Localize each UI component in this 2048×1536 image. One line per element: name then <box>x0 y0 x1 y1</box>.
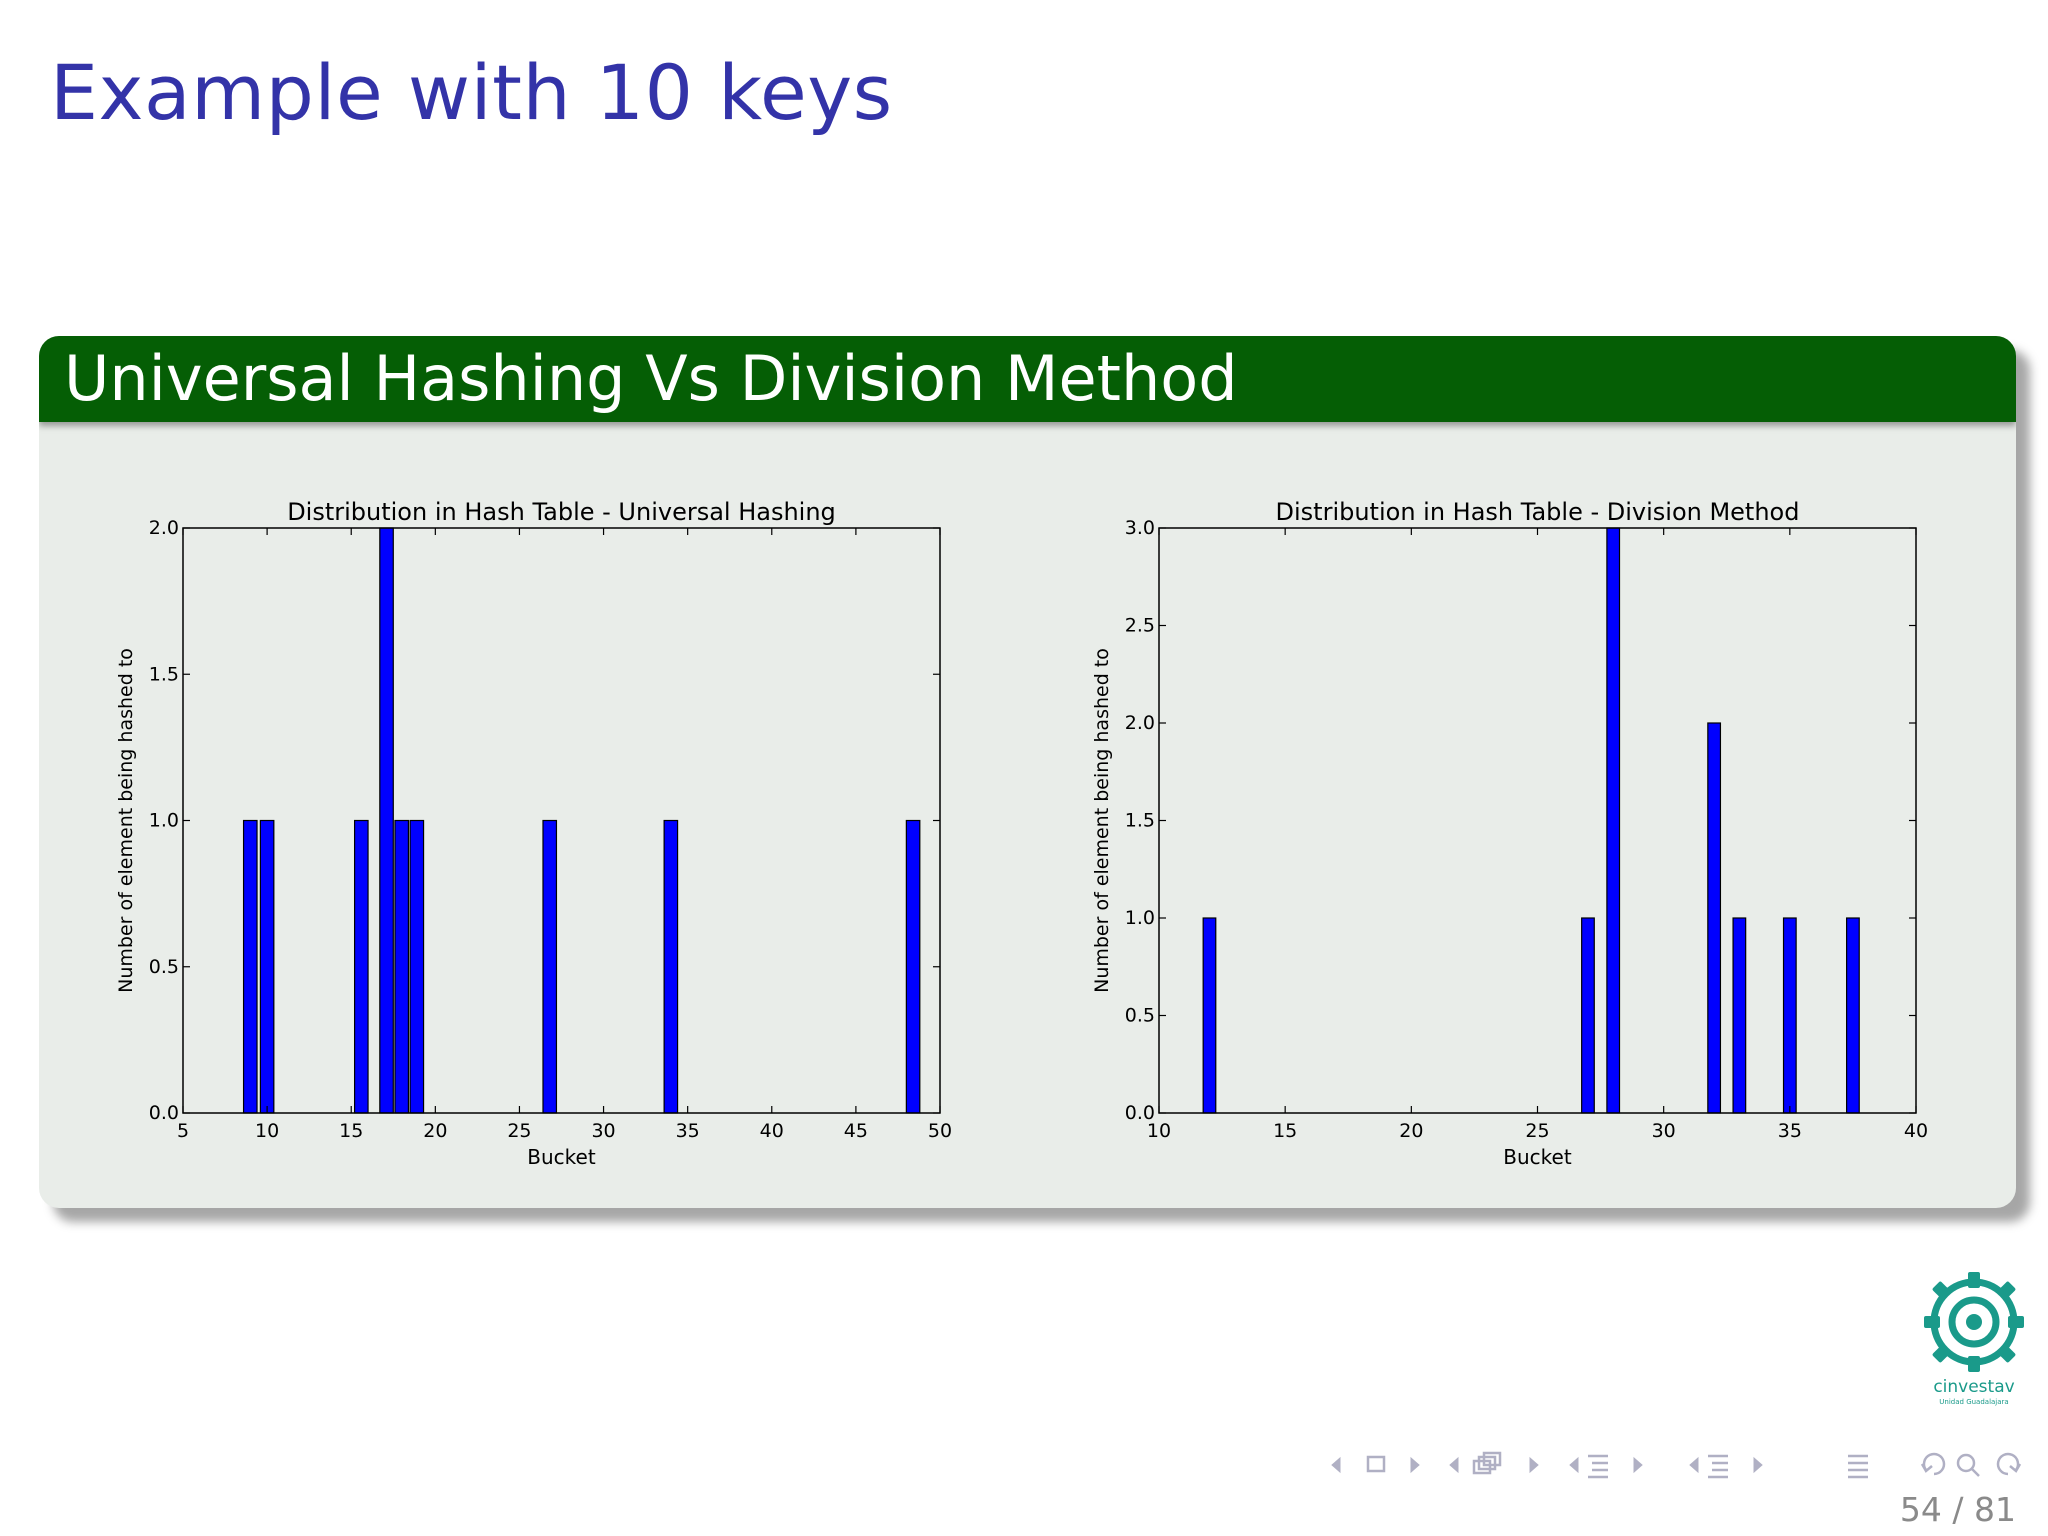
chart-division-bar <box>1846 917 1860 1114</box>
page-current: 54 <box>1899 1490 1942 1529</box>
chart-universal-xlabel: Bucket <box>527 1145 596 1169</box>
chart-universal-bar <box>663 819 679 1114</box>
nav-subsection-next-icon[interactable] <box>1529 1456 1539 1474</box>
chart-universal-bar <box>379 527 394 1114</box>
chart-universal-bar <box>242 819 258 1114</box>
chart-universal-bar <box>542 819 558 1114</box>
chart-division-ytick-label: 0.0 <box>1125 1102 1155 1124</box>
nav-subsection-prev-icon[interactable] <box>1449 1456 1459 1474</box>
chart-division-frame <box>1158 527 1917 1114</box>
chart-universal-xtick-label: 5 <box>177 1120 189 1142</box>
nav-document-prev-icon[interactable] <box>1689 1456 1699 1474</box>
charts-area: 5 10 15 20 25 30 35 40 45 50 0.0 0.5 1.0 1.5 2.0 Distri… <box>39 336 2016 1208</box>
chart-division-bar <box>1782 917 1797 1114</box>
nav-subsection-icon[interactable] <box>1472 1451 1502 1475</box>
beamer-navigation <box>1326 1448 2036 1482</box>
chart-universal-xtick-label: 20 <box>423 1120 447 1142</box>
page-separator: / <box>1952 1490 1964 1529</box>
cinvestav-logo: cinvestav Unidad Guadalajara <box>1912 1268 2036 1408</box>
chart-division-ytick-label: 2.0 <box>1125 712 1155 734</box>
chart-universal-xtick-label: 40 <box>760 1120 784 1142</box>
block-title: Universal Hashing Vs Division Method <box>64 342 1238 415</box>
logo-text: cinvestav <box>1933 1377 2014 1397</box>
nav-section-icon[interactable] <box>1588 1454 1608 1479</box>
nav-forward-icon[interactable] <box>1996 1452 2022 1476</box>
nav-section-next-icon[interactable] <box>1633 1456 1643 1474</box>
page-number: 54 / 81 <box>1900 1490 2016 1529</box>
chart-universal-xtick-label: 30 <box>591 1120 615 1142</box>
chart-universal-xtick-label: 50 <box>928 1120 952 1142</box>
chart-universal-title: Distribution in Hash Table - Universal H… <box>287 498 836 526</box>
chart-universal-xtick-label: 15 <box>339 1120 363 1142</box>
chart-division-bar <box>1202 917 1217 1114</box>
nav-document-next-icon[interactable] <box>1753 1456 1763 1474</box>
nav-document-icon[interactable] <box>1708 1454 1728 1479</box>
chart-universal-xtick-label: 10 <box>255 1120 279 1142</box>
chart-universal-frame <box>182 527 941 1114</box>
chart-division-bar <box>1707 722 1722 1114</box>
chart-division-xtick-label: 40 <box>1904 1120 1928 1142</box>
slide-title: Example with 10 keys <box>50 48 893 137</box>
chart-universal-bar <box>905 819 921 1114</box>
chart-division-bar <box>1581 917 1595 1114</box>
chart-universal-ytick-label: 1.0 <box>149 810 179 832</box>
nav-back-icon[interactable] <box>1920 1452 1946 1476</box>
chart-division-title: Distribution in Hash Table - Division Me… <box>1276 498 1800 526</box>
chart-universal-bar <box>259 819 275 1114</box>
chart-division-xtick-label: 30 <box>1652 1120 1676 1142</box>
chart-universal-ylabel: Number of element being hashed to <box>115 648 137 993</box>
chart-division-xtick-label: 20 <box>1399 1120 1423 1142</box>
chart-division-ytick-label: 2.5 <box>1125 615 1155 637</box>
nav-frame-icon[interactable] <box>1366 1455 1386 1473</box>
chart-universal-ytick-label: 0.5 <box>149 956 179 978</box>
chart-division-ytick-label: 0.5 <box>1125 1005 1155 1027</box>
chart-universal-xtick-label: 25 <box>507 1120 531 1142</box>
chart-universal-bar <box>409 819 425 1114</box>
chart-universal-ytick-label: 2.0 <box>149 517 179 539</box>
chart-division-bar <box>1732 917 1747 1114</box>
nav-section-prev-icon[interactable] <box>1569 1456 1579 1474</box>
chart-division-bar <box>1606 527 1621 1114</box>
chart-division-xtick-label: 35 <box>1778 1120 1802 1142</box>
charts-svg: 5 10 15 20 25 30 35 40 45 50 0.0 0.5 1.0 1.5 2.0 Distri… <box>115 498 1928 1169</box>
chart-division-xtick-label: 25 <box>1525 1120 1549 1142</box>
chart-universal-ytick-label: 0.0 <box>149 1102 179 1124</box>
logo-subtext: Unidad Guadalajara <box>1939 1398 2008 1406</box>
chart-universal-xtick-label: 45 <box>844 1120 868 1142</box>
chart-universal-xtick-label: 35 <box>676 1120 700 1142</box>
chart-division-ytick-label: 1.5 <box>1125 810 1155 832</box>
chart-division-ytick-label: 1.0 <box>1125 907 1155 929</box>
nav-frame-prev-icon[interactable] <box>1331 1456 1341 1474</box>
chart-division-xtick-label: 10 <box>1147 1120 1171 1142</box>
chart-division-ytick-label: 3.0 <box>1125 517 1155 539</box>
chart-universal-bar <box>394 819 410 1114</box>
chart-division-xlabel: Bucket <box>1503 1145 1572 1169</box>
cinvestav-seal-icon: cinvestav Unidad Guadalajara <box>1924 1272 2024 1406</box>
chart-division-ylabel: Number of element being hashed to <box>1091 648 1113 993</box>
nav-appendix-icon[interactable] <box>1848 1454 1868 1479</box>
chart-division-xtick-label: 15 <box>1273 1120 1297 1142</box>
page-total: 81 <box>1974 1490 2016 1529</box>
nav-frame-next-icon[interactable] <box>1410 1456 1420 1474</box>
nav-search-icon[interactable] <box>1956 1453 1980 1477</box>
block-header: Universal Hashing Vs Division Method <box>39 336 2016 422</box>
chart-universal-bar <box>353 819 369 1114</box>
chart-universal-ytick-label: 1.5 <box>149 663 179 685</box>
